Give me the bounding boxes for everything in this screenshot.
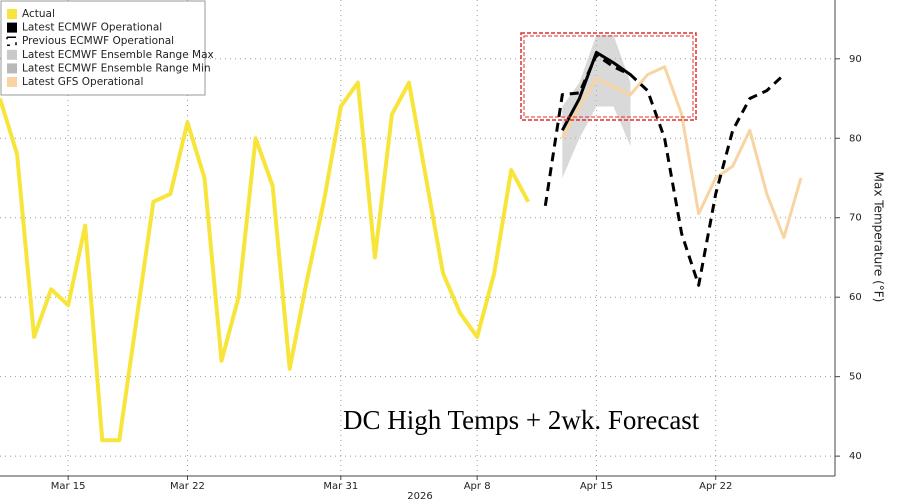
y-tick-label: 90 (849, 54, 862, 65)
legend-label: Latest ECMWF Operational (22, 22, 162, 34)
legend-swatch (7, 22, 17, 33)
series-line (561, 50, 632, 132)
legend-swatch (7, 9, 17, 19)
highlight-box (520, 32, 697, 121)
y-tick-label: 80 (849, 133, 862, 144)
y-tick-label: 60 (849, 292, 862, 303)
y-axis-title: Max Temperature (°F) (872, 172, 886, 303)
y-tick-label: 50 (849, 372, 862, 383)
series-line (561, 65, 803, 240)
legend-label: Previous ECMWF Operational (22, 35, 174, 47)
legend-swatch (7, 49, 17, 60)
ensemble-range (562, 82, 580, 179)
x-axis-title: 2026 (407, 491, 432, 502)
x-tick-label: Mar 22 (170, 481, 205, 492)
x-tick-label: Mar 15 (51, 481, 86, 492)
series-line (0, 80, 531, 443)
x-tick-label: Mar 31 (323, 481, 358, 492)
legend-label: Actual (22, 8, 55, 20)
highlight-box-inner (523, 35, 694, 118)
x-tick-label: Apr 8 (464, 481, 491, 492)
legend-box (0, 0, 206, 96)
legend-label: Latest ECMWF Ensemble Range Max (22, 49, 214, 61)
legend-label: Latest ECMWF Ensemble Range Min (22, 62, 211, 74)
plot (0, 34, 803, 443)
y-tick-label: 40 (849, 451, 862, 462)
legend-swatch (7, 77, 17, 87)
annotation: DC High Temps + 2wk. Forecast (343, 405, 700, 435)
legend-swatch (7, 63, 17, 74)
x-tick-label: Apr 15 (580, 481, 613, 492)
legend-swatch (6, 36, 17, 46)
ensemble-range (596, 34, 614, 107)
y-tick-label: 70 (849, 213, 862, 224)
legend-label: Latest GFS Operational (22, 76, 143, 88)
x-tick-label: Apr 22 (699, 481, 732, 492)
